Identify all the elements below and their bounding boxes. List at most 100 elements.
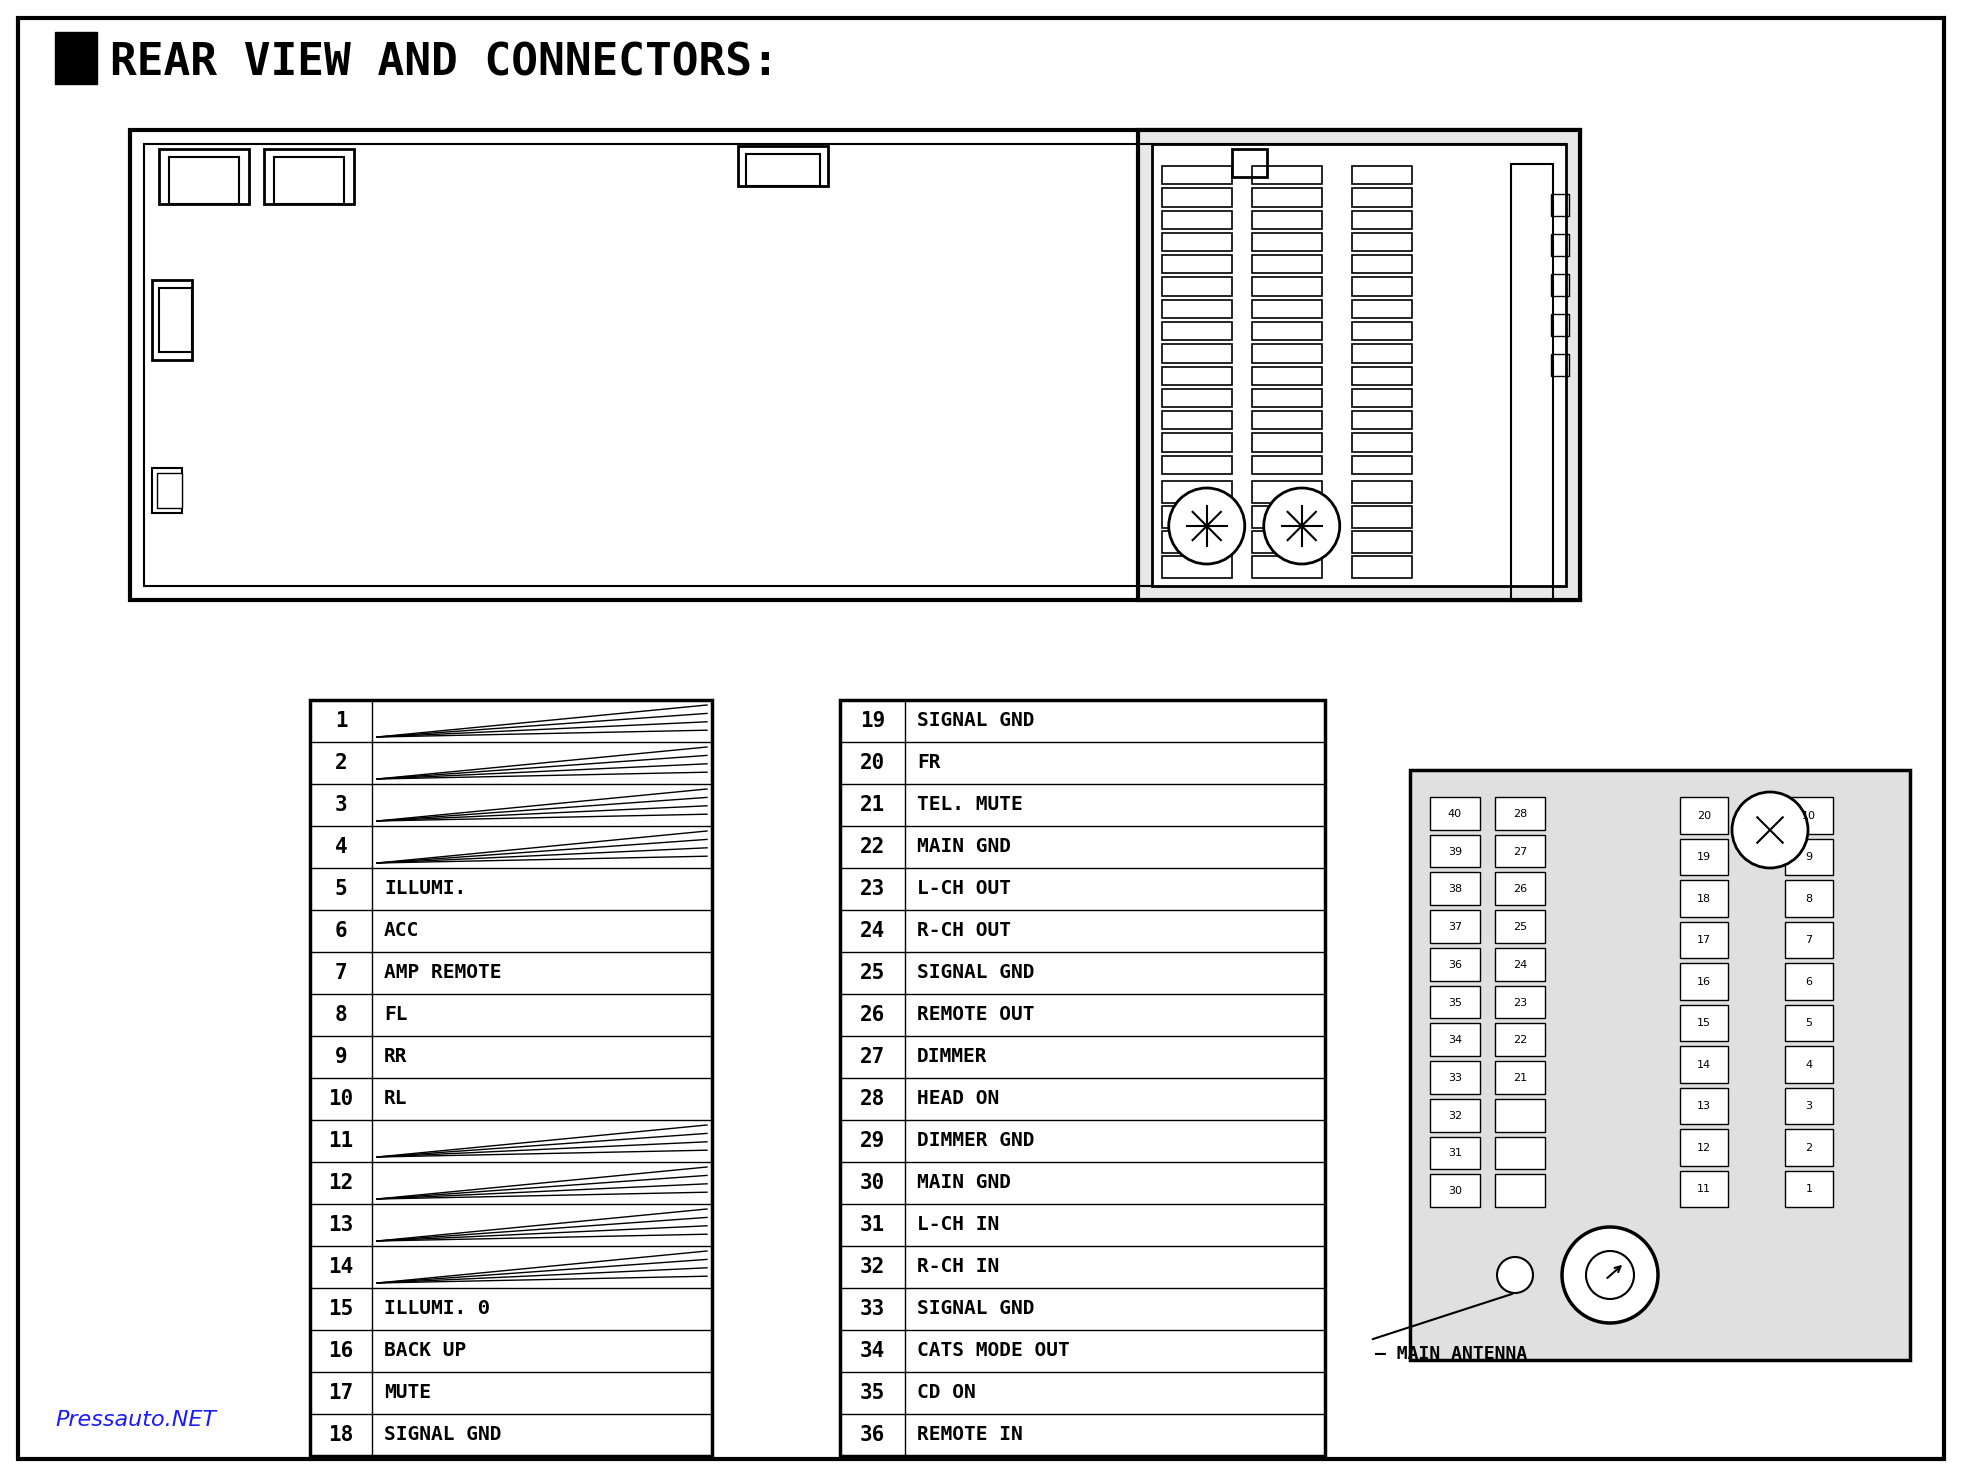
Text: 33: 33 [1448,1072,1462,1083]
Text: 27: 27 [859,1047,885,1066]
Text: 30: 30 [859,1173,885,1193]
Text: 22: 22 [1513,1035,1526,1046]
Bar [1252,482,1322,504]
Bar [1495,948,1544,981]
Bar [1352,456,1413,474]
Text: MAIN GND: MAIN GND [916,1174,1010,1192]
Bar [1679,1046,1729,1083]
Bar [159,149,249,204]
Bar [1679,1087,1729,1124]
Bar [265,149,353,204]
Bar [1785,798,1833,833]
Text: 14: 14 [328,1257,353,1278]
Text: 28: 28 [1513,809,1526,818]
Bar [1430,1174,1479,1207]
Text: 10: 10 [1801,811,1817,821]
Bar [1785,1128,1833,1165]
Bar [1352,256,1413,273]
Bar [1162,482,1232,504]
Bar [1785,880,1833,917]
Bar [1411,770,1909,1360]
Text: 8: 8 [336,1004,347,1025]
Text: 20: 20 [859,753,885,772]
Bar [1252,555,1322,578]
Text: 29: 29 [859,1131,885,1151]
Text: 31: 31 [859,1216,885,1235]
Bar [1252,411,1322,430]
Text: 1: 1 [336,710,347,731]
Text: 14: 14 [1697,1060,1711,1069]
Bar [1352,411,1413,430]
Bar [1552,354,1570,377]
Bar [157,474,182,508]
Text: MAIN GND: MAIN GND [916,837,1010,857]
Bar [1495,985,1544,1018]
Bar [1679,963,1729,1000]
Text: 37: 37 [1448,922,1462,932]
Bar [1430,1060,1479,1094]
Bar [159,288,192,353]
Text: 21: 21 [1513,1072,1526,1083]
Bar [1552,275,1570,295]
Bar [1252,165,1322,185]
Bar [129,130,1579,600]
Bar [1352,532,1413,552]
Text: 13: 13 [1697,1102,1711,1111]
Text: 18: 18 [328,1425,353,1445]
Text: 8: 8 [1805,894,1813,904]
Text: 32: 32 [859,1257,885,1278]
Bar [1495,910,1544,942]
Bar [1679,798,1729,833]
Bar [1679,880,1729,917]
Bar [1162,322,1232,340]
Bar [1162,278,1232,295]
Bar [1352,278,1413,295]
Text: 30: 30 [1448,1186,1462,1196]
Text: SIGNAL GND: SIGNAL GND [916,963,1034,982]
Text: 21: 21 [859,795,885,815]
Bar [1495,798,1544,830]
Text: 38: 38 [1448,885,1462,894]
Bar [1679,1128,1729,1165]
Bar [1162,344,1232,362]
Bar [1252,388,1322,408]
Text: 3: 3 [1805,1102,1813,1111]
Text: SIGNAL GND: SIGNAL GND [916,1300,1034,1319]
Text: 16: 16 [328,1341,353,1360]
Text: 27: 27 [1513,846,1526,857]
Text: 22: 22 [859,837,885,857]
Text: MUTE: MUTE [385,1384,432,1403]
Bar [1252,278,1322,295]
Bar [1162,188,1232,207]
Bar [1352,344,1413,362]
Bar [1162,532,1232,552]
Text: 36: 36 [859,1425,885,1445]
Circle shape [1169,487,1244,564]
Bar [1162,507,1232,527]
Bar [1430,948,1479,981]
Bar [1252,433,1322,452]
Text: FR: FR [916,753,940,772]
Text: 5: 5 [336,879,347,899]
Text: 7: 7 [1805,935,1813,945]
Bar [1162,165,1232,185]
Bar [1430,1136,1479,1170]
Bar [1495,1024,1544,1056]
Bar [1352,300,1413,318]
Circle shape [1562,1227,1658,1323]
Text: — MAIN ANTENNA: — MAIN ANTENNA [1375,1346,1526,1363]
Text: 6: 6 [1805,976,1813,987]
Bar [1252,456,1322,474]
Bar [1352,482,1413,504]
Text: R-CH IN: R-CH IN [916,1257,999,1276]
Bar [1495,1099,1544,1131]
Text: ACC: ACC [385,922,420,941]
Text: 28: 28 [859,1089,885,1109]
Bar [1162,555,1232,578]
Text: DIMMER: DIMMER [916,1047,987,1066]
Bar [1511,164,1554,601]
Text: 10: 10 [328,1089,353,1109]
Bar [1252,211,1322,229]
Bar [1352,322,1413,340]
Text: 24: 24 [859,922,885,941]
